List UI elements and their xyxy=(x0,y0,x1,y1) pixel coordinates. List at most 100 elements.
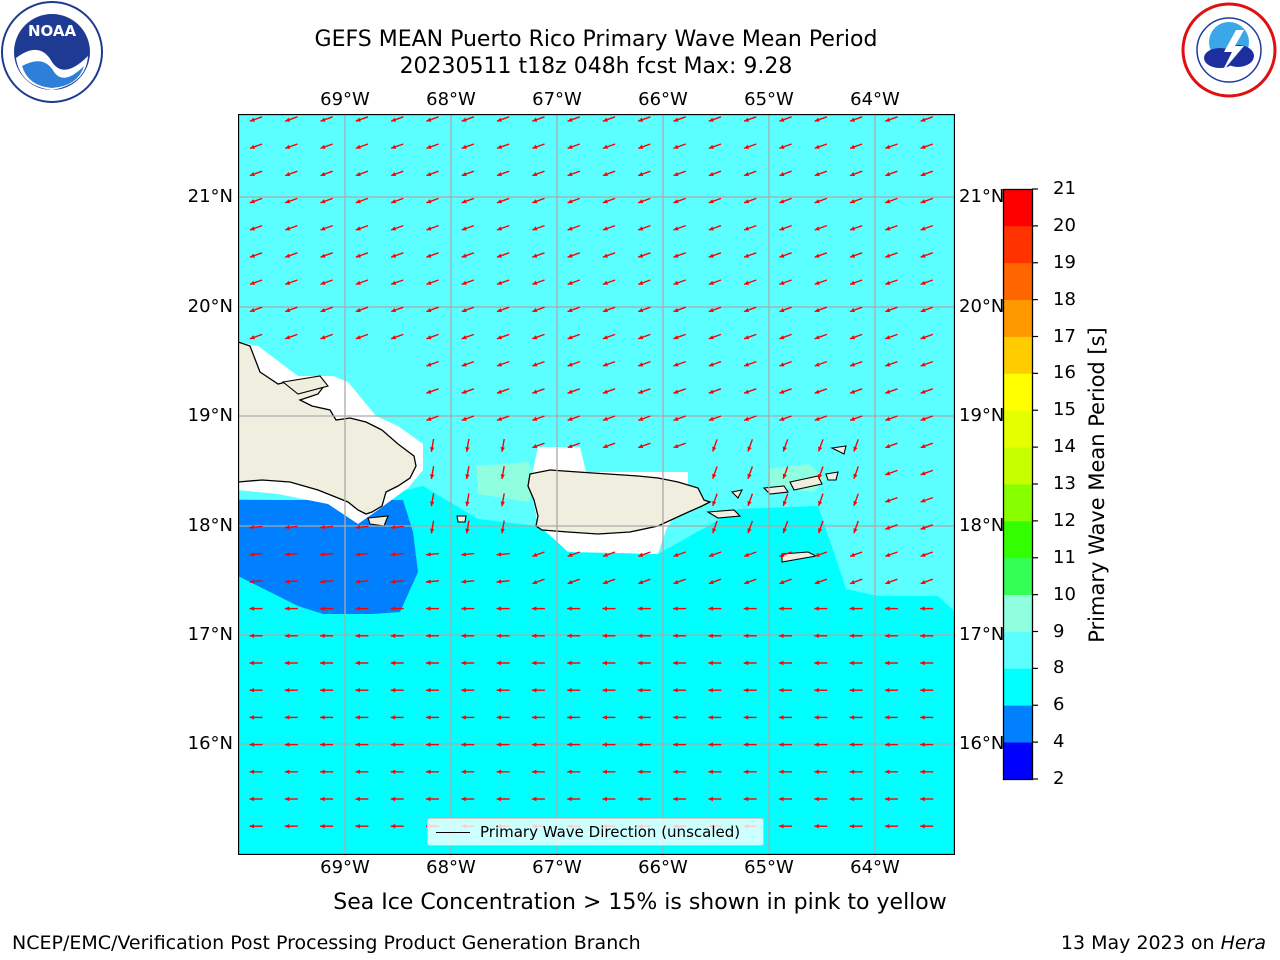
lat-label-left: 16°N xyxy=(187,733,233,754)
wave-direction-arrow xyxy=(814,333,828,340)
wave-direction-arrow xyxy=(284,252,298,258)
wave-direction-arrow xyxy=(426,633,439,638)
footer-date-text: 13 May 2023 on xyxy=(1060,932,1215,954)
wave-direction-arrow xyxy=(708,415,722,422)
wave-direction-arrow xyxy=(920,116,934,122)
wave-direction-arrow xyxy=(390,252,404,258)
wave-direction-arrow xyxy=(531,633,545,638)
wave-direction-arrow xyxy=(849,551,863,558)
wave-direction-arrow xyxy=(884,715,898,720)
wave-direction-arrow xyxy=(814,796,828,802)
wave-direction-arrow xyxy=(531,769,545,774)
wave-direction-arrow xyxy=(355,633,369,638)
wave-direction-arrow xyxy=(532,252,545,258)
wave-direction-arrow xyxy=(708,333,722,340)
wave-direction-arrow xyxy=(885,524,898,530)
wave-direction-arrow xyxy=(743,769,757,774)
wave-direction-arrow xyxy=(747,493,754,507)
wave-direction-arrow xyxy=(567,578,581,585)
wave-direction-arrow xyxy=(743,252,757,258)
wave-direction-arrow xyxy=(532,279,545,286)
wave-direction-arrow xyxy=(249,197,263,204)
wave-direction-arrow xyxy=(920,796,934,802)
wave-direction-arrow xyxy=(779,715,792,720)
colorbar-tick-label: 2 xyxy=(1053,768,1065,789)
wave-direction-arrow xyxy=(430,520,435,534)
colorbar-tick-label: 6 xyxy=(1053,694,1065,716)
wave-direction-arrow xyxy=(708,197,722,204)
wave-direction-arrow xyxy=(814,551,828,558)
wave-direction-arrow xyxy=(320,660,334,666)
wave-direction-arrow xyxy=(602,252,616,258)
colorbar-tick-label: 14 xyxy=(1053,436,1076,458)
wave-direction-arrow xyxy=(390,688,404,693)
lat-label-left: 18°N xyxy=(187,515,233,536)
wave-direction-arrow xyxy=(708,306,722,313)
wave-direction-arrow xyxy=(567,442,581,449)
wave-direction-arrow xyxy=(532,388,545,394)
wave-direction-arrow xyxy=(817,466,824,479)
wave-direction-arrow xyxy=(461,796,475,802)
wave-direction-arrow xyxy=(249,660,263,666)
wave-direction-arrow xyxy=(496,415,510,422)
wave-direction-arrow xyxy=(284,606,298,611)
wave-direction-arrow xyxy=(920,388,934,394)
wave-direction-arrow xyxy=(673,742,687,747)
wave-direction-arrow xyxy=(602,715,616,720)
wave-direction-arrow xyxy=(708,388,722,394)
wave-direction-arrow xyxy=(532,197,545,204)
wave-direction-arrow xyxy=(320,769,334,774)
wave-direction-arrow xyxy=(814,688,828,693)
wave-direction-arrow xyxy=(708,796,722,802)
wave-direction-arrow xyxy=(849,197,863,204)
wave-direction-arrow xyxy=(743,660,757,666)
wave-direction-arrow xyxy=(249,525,263,530)
wave-direction-arrow xyxy=(779,360,792,367)
wave-direction-arrow xyxy=(849,633,863,638)
mona-island xyxy=(456,515,467,523)
wave-direction-arrow xyxy=(320,279,333,286)
wave-direction-arrow xyxy=(849,660,863,666)
lat-label-right: 16°N xyxy=(959,733,1005,754)
wave-direction-arrow xyxy=(567,715,581,720)
wave-direction-arrow xyxy=(249,170,263,177)
wave-direction-arrow xyxy=(849,170,863,177)
wave-direction-arrow xyxy=(712,493,718,507)
wave-direction-arrow xyxy=(461,333,475,340)
wave-direction-arrow xyxy=(853,439,859,452)
wave-direction-arrow xyxy=(500,438,505,452)
wave-direction-arrow xyxy=(708,742,722,747)
wave-direction-arrow xyxy=(355,824,369,829)
wave-direction-arrow xyxy=(390,170,404,177)
wave-direction-arrow xyxy=(814,197,828,204)
wave-direction-arrow xyxy=(884,688,898,693)
wave-direction-arrow xyxy=(390,715,404,720)
island-land xyxy=(281,375,329,395)
lat-label-left: 19°N xyxy=(187,405,233,426)
wave-direction-arrow xyxy=(355,197,369,204)
wave-direction-arrow xyxy=(426,197,439,204)
wave-direction-arrow xyxy=(637,170,651,177)
wave-direction-arrow xyxy=(743,170,757,177)
wave-direction-arrow xyxy=(637,388,651,394)
wave-direction-arrow xyxy=(637,578,651,585)
wave-direction-arrow xyxy=(708,606,722,611)
wave-direction-arrow xyxy=(390,660,404,666)
island-land xyxy=(367,515,389,527)
wave-direction-arrow xyxy=(743,633,757,638)
wave-direction-arrow xyxy=(465,493,470,507)
wave-direction-arrow xyxy=(602,688,616,693)
wave-direction-arrow xyxy=(249,224,263,231)
lat-label-right: 21°N xyxy=(959,186,1005,207)
colorbar-swatch xyxy=(1003,557,1032,596)
wave-direction-arrow xyxy=(320,306,333,313)
footer-branch: NCEP/EMC/Verification Post Processing Pr… xyxy=(12,932,641,954)
wave-direction-arrow xyxy=(708,360,722,367)
wave-direction-arrow xyxy=(743,279,757,286)
wave-direction-arrow xyxy=(779,688,792,693)
wave-direction-arrow xyxy=(673,306,686,313)
wave-direction-arrow xyxy=(320,688,334,693)
wave-direction-arrow xyxy=(461,197,475,204)
wave-direction-arrow xyxy=(249,769,263,774)
wave-direction-arrow xyxy=(567,742,581,747)
